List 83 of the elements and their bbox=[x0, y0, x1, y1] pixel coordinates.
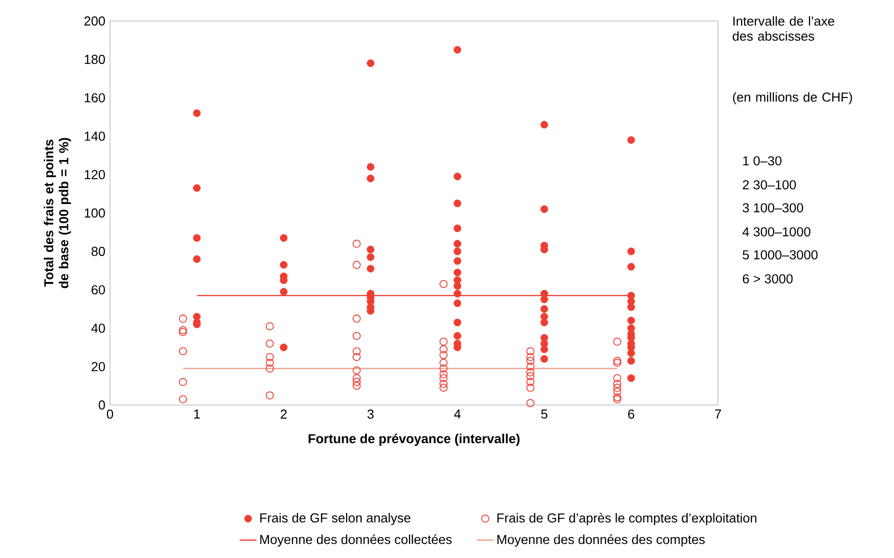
point bbox=[613, 356, 622, 365]
point bbox=[352, 332, 361, 340]
legend-label: Moyenne des données collectées bbox=[260, 534, 452, 547]
point bbox=[266, 322, 274, 330]
point bbox=[352, 347, 361, 356]
point bbox=[266, 352, 274, 362]
x-tick-label: 4 bbox=[454, 410, 461, 418]
text: (en millions de CHF) bbox=[733, 92, 852, 104]
point bbox=[439, 374, 448, 382]
x-tick-label: 6 bbox=[628, 410, 634, 419]
point bbox=[266, 340, 274, 348]
y-tick-label: 20 bbox=[92, 362, 105, 372]
x-tick-label: 5 bbox=[541, 410, 548, 419]
point bbox=[178, 326, 188, 334]
text: 5 1000–3000 bbox=[742, 250, 818, 260]
text: Intervalle de l’axe des abscisses bbox=[732, 16, 834, 41]
text: 3 100–300 bbox=[742, 203, 804, 212]
point bbox=[439, 345, 448, 354]
x-tick-label: 3 bbox=[367, 410, 374, 419]
point bbox=[266, 391, 274, 400]
y-tick-label: 60 bbox=[92, 285, 105, 294]
point bbox=[439, 364, 448, 373]
point bbox=[439, 358, 448, 367]
point bbox=[439, 380, 448, 388]
point bbox=[613, 358, 622, 367]
text: 6 > 3000 bbox=[742, 274, 793, 284]
point bbox=[352, 366, 361, 374]
point bbox=[352, 240, 361, 248]
point bbox=[178, 314, 188, 323]
point bbox=[526, 399, 534, 408]
y-tick-label: 80 bbox=[92, 246, 105, 256]
point bbox=[178, 328, 188, 336]
y-tick-label: 200 bbox=[84, 16, 105, 26]
x-tick-label: 2 bbox=[280, 410, 287, 419]
y-tick-label: 140 bbox=[84, 132, 105, 141]
x-tick-label: 0 bbox=[106, 410, 114, 419]
point bbox=[526, 372, 534, 380]
point bbox=[613, 384, 622, 392]
legend-label: Frais de GF selon analyse bbox=[260, 512, 410, 526]
point bbox=[526, 356, 534, 365]
point bbox=[613, 338, 622, 346]
legend-label: Moyenne des données des comptes bbox=[497, 534, 705, 547]
x-axis-title: Fortune de prévoyance (intervalle) bbox=[308, 434, 520, 446]
y-tick-label: 0 bbox=[98, 400, 105, 410]
point bbox=[613, 388, 622, 396]
point bbox=[526, 384, 534, 392]
y-tick-label: 40 bbox=[91, 324, 105, 333]
y-tick-label: 100 bbox=[84, 208, 105, 218]
y-tick-label: 160 bbox=[84, 93, 105, 102]
text: 1 0–30 bbox=[743, 156, 782, 166]
point bbox=[178, 378, 188, 386]
text: 2 30–100 bbox=[742, 180, 796, 190]
point bbox=[352, 374, 361, 382]
point bbox=[266, 364, 274, 373]
point bbox=[439, 370, 448, 378]
point bbox=[439, 338, 448, 346]
x-tick-label: 1 bbox=[194, 410, 200, 418]
y-tick-label: 120 bbox=[84, 170, 105, 180]
point bbox=[613, 395, 622, 404]
point bbox=[352, 378, 361, 386]
legend-label: Frais de GF d’après le comptes d’exploitation bbox=[497, 512, 756, 526]
x-tick-label: 7 bbox=[715, 410, 721, 418]
point bbox=[613, 393, 622, 402]
point bbox=[352, 352, 361, 362]
y-tick-label: 180 bbox=[84, 54, 105, 64]
point bbox=[352, 314, 361, 323]
point bbox=[526, 378, 534, 386]
point bbox=[266, 358, 274, 367]
point bbox=[526, 362, 534, 371]
point bbox=[439, 280, 448, 288]
y-axis-title: Total des frais et points de base (100 pdb = 1 %) bbox=[44, 138, 71, 288]
point bbox=[439, 384, 448, 392]
point bbox=[439, 351, 448, 360]
point bbox=[613, 374, 622, 382]
point bbox=[352, 382, 361, 390]
point bbox=[178, 395, 188, 404]
point bbox=[352, 260, 361, 269]
point bbox=[526, 347, 534, 356]
text: 4 300–1000 bbox=[742, 227, 810, 236]
point bbox=[526, 352, 534, 362]
point bbox=[526, 368, 534, 376]
point bbox=[613, 380, 622, 388]
point bbox=[178, 347, 188, 356]
